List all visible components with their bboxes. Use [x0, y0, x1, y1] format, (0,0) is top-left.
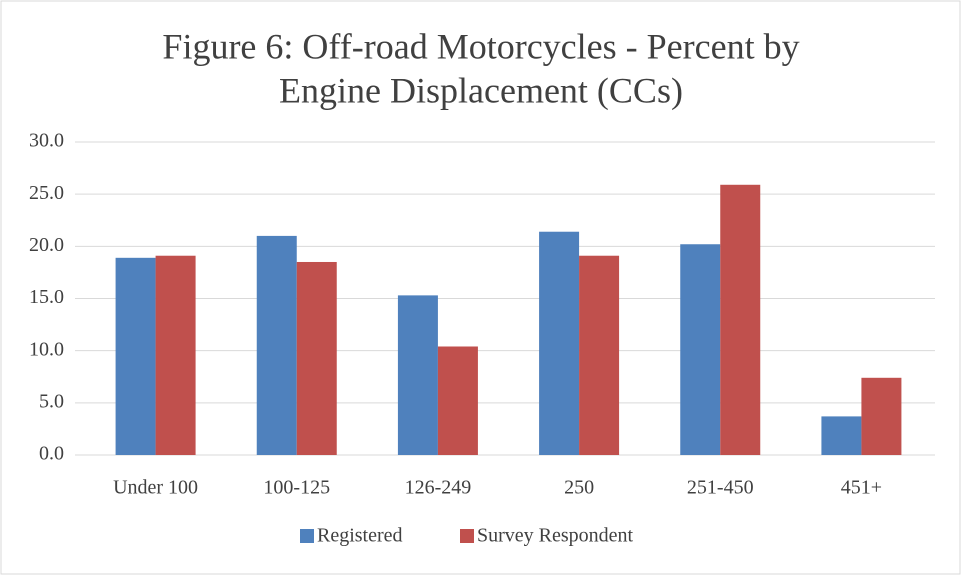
bar: [539, 231, 580, 455]
bar: [579, 255, 620, 455]
x-tick-label: 100-125: [263, 477, 330, 499]
bar: [821, 416, 862, 455]
x-tick-label: 250: [564, 477, 594, 499]
bar: [256, 235, 297, 455]
y-tick-label: 5.0: [39, 390, 64, 412]
x-tick-label: Under 100: [113, 477, 198, 499]
bar: [437, 346, 478, 455]
y-tick-label: 25.0: [29, 182, 64, 204]
y-tick-label: 10.0: [29, 338, 64, 360]
chart-title: Engine Displacement (CCs): [279, 70, 683, 110]
bar: [155, 255, 196, 455]
legend-swatch: [460, 529, 474, 543]
bar: [861, 377, 902, 455]
legend-label: Survey Respondent: [477, 525, 634, 547]
bar: [296, 261, 337, 455]
x-tick-label: 251-450: [687, 477, 754, 499]
x-tick-label: 451+: [841, 477, 882, 499]
bar: [115, 257, 156, 455]
x-tick-label: 126-249: [405, 477, 472, 499]
y-tick-label: 30.0: [29, 130, 64, 152]
y-tick-label: 15.0: [29, 286, 64, 308]
legend-label: Registered: [317, 525, 403, 547]
legend-swatch: [300, 529, 314, 543]
y-tick-label: 20.0: [29, 234, 64, 256]
chart-title: Figure 6: Off-road Motorcycles - Percent…: [162, 26, 799, 66]
bar: [680, 244, 721, 455]
y-tick-label: 0.0: [39, 443, 64, 465]
bar: [720, 184, 761, 455]
bar: [397, 295, 438, 455]
